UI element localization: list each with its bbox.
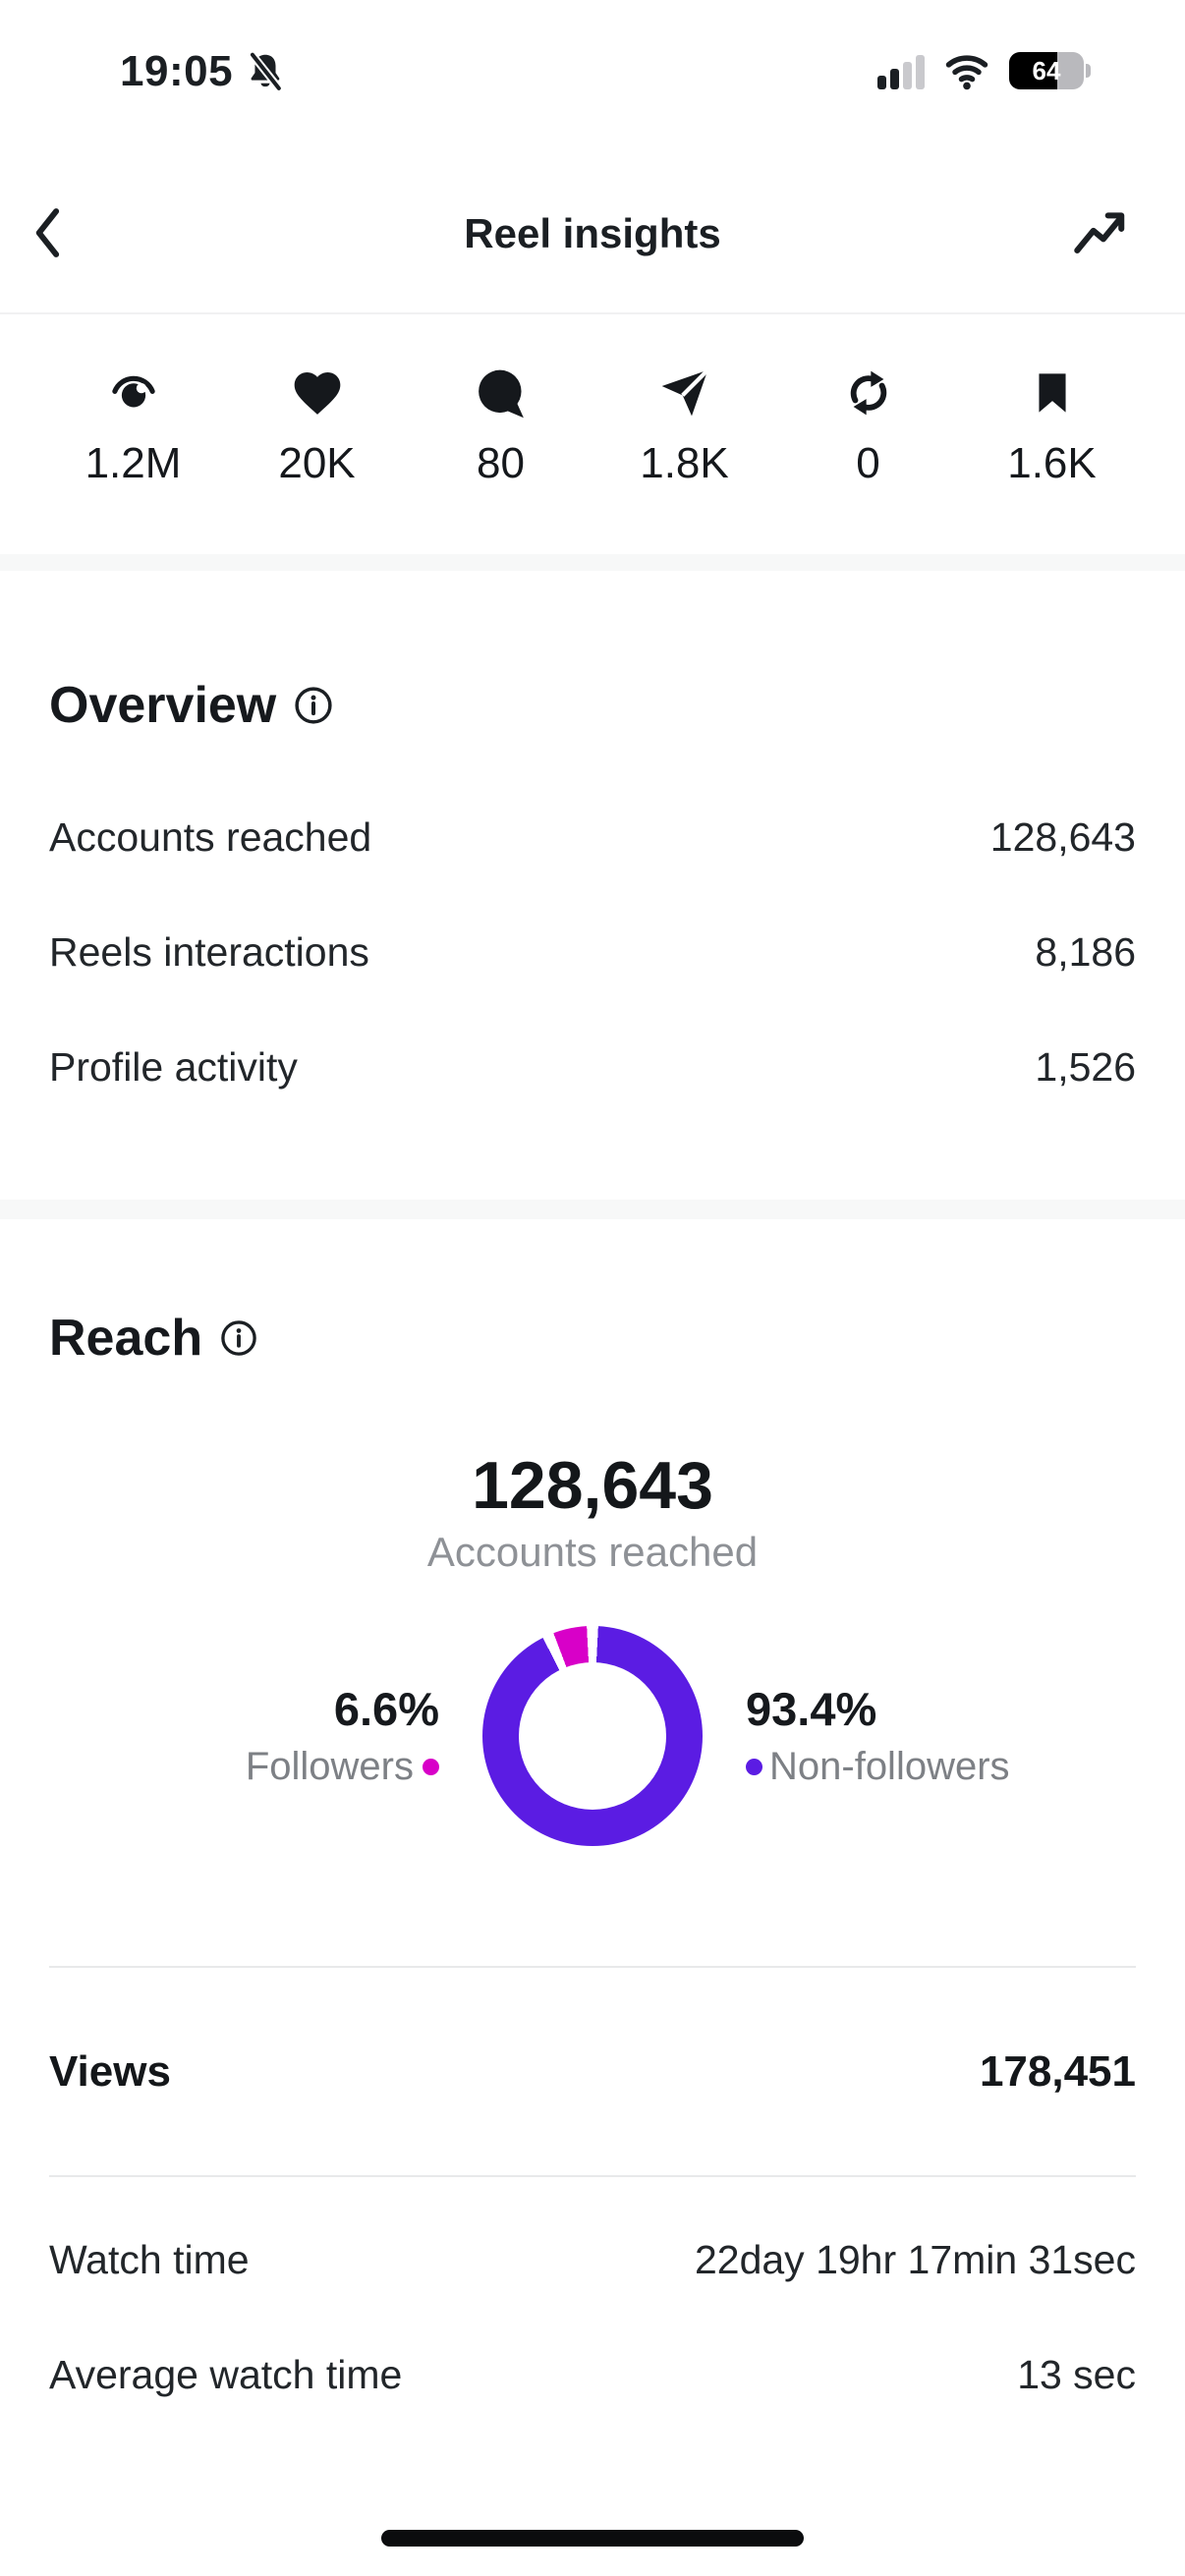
watch-time-rows: Watch time 22day 19hr 17min 31sec Averag…: [0, 2203, 1185, 2433]
stat-value: 1.8K: [640, 439, 729, 487]
watch-time-row: Watch time 22day 19hr 17min 31sec: [49, 2203, 1136, 2318]
non-followers-legend: 93.4% Non-followers: [703, 1682, 1136, 1790]
overview-title: Overview: [49, 677, 277, 734]
reach-subtitle: Accounts reached: [426, 1529, 759, 1575]
stat-value: 80: [477, 439, 525, 487]
row-label: Reels interactions: [49, 929, 369, 975]
average-watch-time-row: Average watch time 13 sec: [49, 2318, 1136, 2433]
row-label: Average watch time: [49, 2352, 403, 2397]
section-divider: [0, 1200, 1185, 1219]
notifications-silenced-icon: [243, 49, 288, 94]
status-time: 19:05: [120, 47, 234, 95]
overview-row: Accounts reached 128,643: [49, 780, 1136, 895]
followers-percent: 6.6%: [333, 1683, 439, 1735]
row-value: 22day 19hr 17min 31sec: [694, 2237, 1136, 2282]
followers-label: Followers: [245, 1745, 414, 1788]
stat-views: 1.2M: [41, 362, 225, 489]
non-followers-dot: [746, 1758, 762, 1775]
stat-value: 20K: [278, 439, 356, 487]
reach-total: 128,643: [472, 1448, 713, 1523]
chevron-left-icon: [35, 208, 60, 257]
insights-trend-button[interactable]: [1071, 204, 1130, 263]
non-followers-label: Non-followers: [769, 1745, 1010, 1788]
stat-shares: 1.8K: [592, 362, 776, 489]
info-icon: [221, 1320, 256, 1356]
cellular-signal-icon: [877, 52, 925, 89]
wifi-icon: [944, 51, 989, 90]
stat-likes: 20K: [225, 362, 409, 489]
overview-row: Reels interactions 8,186: [49, 895, 1136, 1010]
row-label: Watch time: [49, 2237, 250, 2282]
row-value: 13 sec: [1017, 2352, 1136, 2397]
stat-value: 1.6K: [1007, 439, 1097, 487]
followers-legend: 6.6% Followers: [49, 1682, 482, 1790]
followers-dot: [423, 1758, 439, 1775]
row-value: 8,186: [1035, 929, 1136, 975]
home-indicator[interactable]: [381, 2530, 804, 2547]
bookmark-icon: [1028, 362, 1077, 424]
nav-bar: Reel insights: [0, 147, 1185, 314]
row-label: Profile activity: [49, 1044, 298, 1090]
battery-icon: 64: [1009, 52, 1091, 89]
share-icon: [656, 362, 713, 424]
reach-section: Reach 128,643 Accounts reached 6.6% Foll…: [0, 1309, 1185, 1846]
row-divider: [49, 1966, 1136, 1968]
row-value: 128,643: [989, 814, 1136, 860]
repost-icon: [841, 362, 896, 424]
views-row: Views 178,451: [0, 1968, 1185, 2175]
reach-donut: [482, 1626, 703, 1846]
stat-comments: 80: [409, 362, 592, 489]
trending-up-icon: [1074, 212, 1125, 253]
non-followers-percent: 93.4%: [746, 1683, 877, 1735]
reach-title: Reach: [49, 1310, 203, 1367]
comment-icon: [473, 362, 530, 424]
back-button[interactable]: [26, 198, 85, 267]
stat-value: 0: [856, 439, 880, 487]
heart-icon: [289, 362, 346, 424]
battery-percent: 64: [1032, 55, 1061, 85]
overview-info-button[interactable]: [292, 684, 335, 727]
status-bar: 19:05: [0, 0, 1185, 147]
engagement-stats-row: 1.2M 20K 80: [0, 314, 1185, 554]
row-label: Accounts reached: [49, 814, 372, 860]
row-value: 1,526: [1035, 1044, 1136, 1090]
stat-value: 1.2M: [85, 439, 182, 487]
views-value: 178,451: [979, 2046, 1136, 2096]
eye-icon: [103, 362, 164, 424]
stat-saves: 1.6K: [960, 362, 1144, 489]
reach-breakdown: 6.6% Followers 93.4% Non-followers: [49, 1626, 1136, 1846]
stat-reposts: 0: [776, 362, 960, 489]
info-icon: [295, 687, 332, 724]
overview-section: Overview Accounts reached 128,643 Reels …: [0, 676, 1185, 1200]
page-title: Reel insights: [464, 210, 721, 256]
reach-info-button[interactable]: [218, 1317, 259, 1359]
views-label: Views: [49, 2046, 171, 2096]
overview-row: Profile activity 1,526: [49, 1010, 1136, 1125]
section-divider: [0, 554, 1185, 571]
row-divider: [49, 2175, 1136, 2177]
